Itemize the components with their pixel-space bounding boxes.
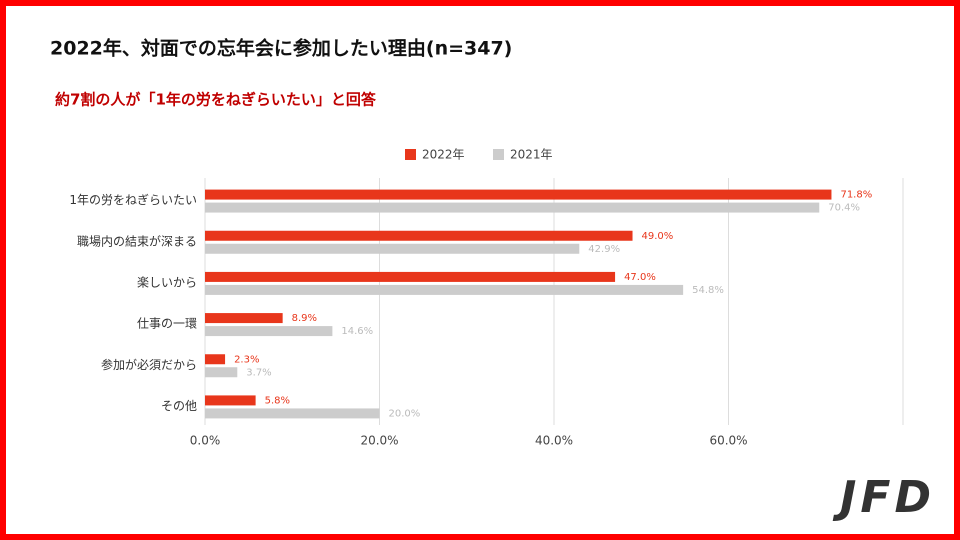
bar xyxy=(205,271,616,282)
bar xyxy=(205,395,256,406)
legend-swatch xyxy=(493,149,504,160)
value-label: 3.7% xyxy=(246,367,271,378)
value-label: 20.0% xyxy=(389,408,421,419)
x-tick-label: 60.0% xyxy=(709,434,747,448)
value-label: 5.8% xyxy=(265,395,290,406)
value-label: 42.9% xyxy=(588,244,620,255)
bar xyxy=(205,230,633,241)
y-tick-label: その他 xyxy=(161,399,197,413)
bar xyxy=(205,243,580,254)
x-tick-label: 0.0% xyxy=(190,434,221,448)
bar xyxy=(205,354,226,365)
title: 2022年、対面での忘年会に参加したい理由(n=347) xyxy=(50,37,512,60)
value-label: 54.8% xyxy=(692,285,724,296)
value-label: 47.0% xyxy=(624,272,656,283)
y-tick-label: 1年の労をねぎらいたい xyxy=(69,193,197,207)
bar xyxy=(205,313,283,324)
y-tick-label: 楽しいから xyxy=(137,275,197,289)
x-tick-label: 40.0% xyxy=(535,434,573,448)
y-tick-label: 仕事の一環 xyxy=(137,317,197,331)
value-label: 71.8% xyxy=(840,190,872,201)
value-label: 49.0% xyxy=(642,231,674,242)
y-tick-label: 参加が必須だから xyxy=(101,357,197,372)
bar xyxy=(205,367,238,378)
x-tick-label: 20.0% xyxy=(360,434,398,448)
legend-swatch xyxy=(405,149,416,160)
bar xyxy=(205,326,333,337)
value-label: 14.6% xyxy=(341,326,373,337)
bar xyxy=(205,189,832,200)
legend-label: 2021年 xyxy=(510,148,553,162)
logo: JFD xyxy=(832,472,935,523)
bar xyxy=(205,408,380,419)
value-label: 8.9% xyxy=(292,313,317,324)
value-label: 2.3% xyxy=(234,354,259,365)
bar xyxy=(205,284,684,295)
legend-label: 2022年 xyxy=(422,148,465,162)
bar xyxy=(205,202,820,213)
subtitle: 約7割の人が「1年の労をねぎらいたい」と回答 xyxy=(55,91,377,109)
value-label: 70.4% xyxy=(828,203,860,214)
y-tick-label: 職場内の結束が深まる xyxy=(77,233,197,248)
